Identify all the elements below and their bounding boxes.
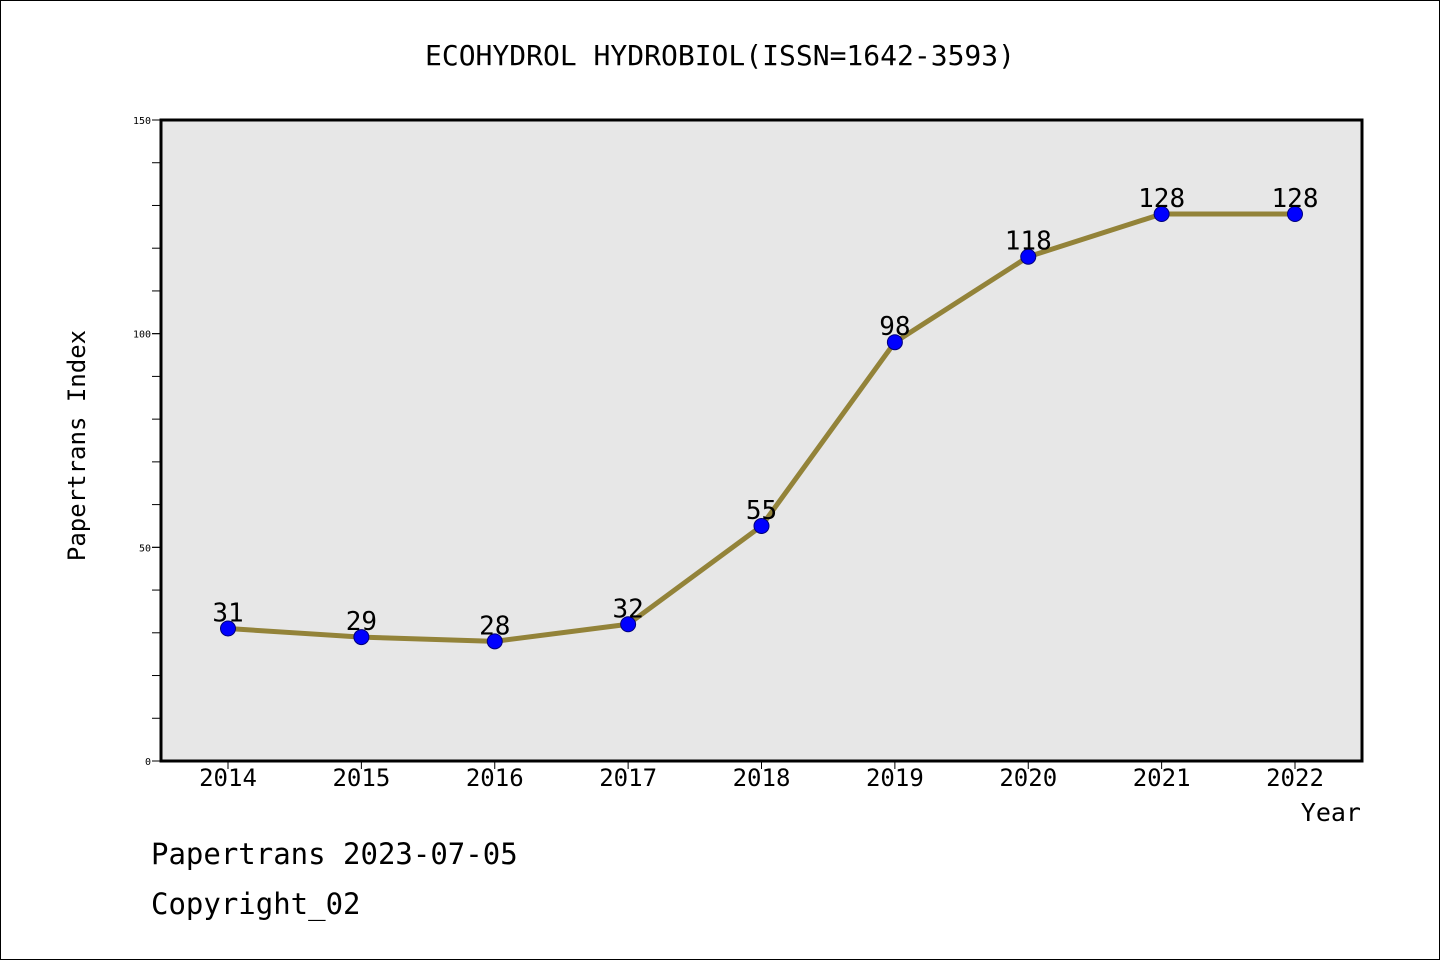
data-label: 128 bbox=[1138, 184, 1185, 214]
x-tick-label: 2021 bbox=[1133, 764, 1191, 792]
y-tick-label: 150 bbox=[133, 116, 151, 127]
data-point bbox=[753, 517, 770, 534]
plot-area bbox=[159, 118, 1364, 763]
footer-copyright: Copyright_02 bbox=[151, 887, 361, 921]
data-point bbox=[1287, 206, 1303, 223]
data-point bbox=[620, 616, 637, 633]
x-tick-label: 2015 bbox=[332, 764, 390, 792]
data-label: 31 bbox=[212, 599, 243, 629]
x-tick-label: 2019 bbox=[866, 764, 924, 792]
data-point bbox=[220, 620, 236, 637]
x-tick-label: 2022 bbox=[1266, 764, 1324, 792]
x-axis-ticks: 2014 2015 2016 2017 2018 2019 2020 2021 2022 bbox=[199, 761, 1324, 792]
x-tick-label: 2020 bbox=[999, 764, 1057, 792]
x-tick-label: 2017 bbox=[599, 764, 657, 792]
series-group: 31 29 28 32 55 98 118 128 128 bbox=[212, 184, 1319, 650]
chart-title: ECOHYDROL HYDROBIOL(ISSN=1642-3593) bbox=[424, 39, 1015, 72]
data-point bbox=[1153, 206, 1170, 223]
data-label: 118 bbox=[1005, 227, 1052, 257]
data-label: 98 bbox=[879, 312, 910, 342]
data-label: 128 bbox=[1272, 184, 1319, 214]
data-label: 32 bbox=[612, 594, 643, 624]
y-axis-ticks: 0 50 100 150 bbox=[133, 116, 161, 768]
data-point bbox=[486, 633, 503, 650]
y-tick-label: 100 bbox=[133, 330, 151, 341]
data-label: 55 bbox=[746, 496, 777, 526]
data-label: 28 bbox=[479, 611, 510, 641]
footer-date: Papertrans 2023-07-05 bbox=[151, 837, 518, 871]
x-tick-label: 2016 bbox=[466, 764, 524, 792]
x-axis-label: Year bbox=[1301, 798, 1361, 827]
data-point bbox=[1020, 248, 1037, 265]
x-tick-label: 2018 bbox=[733, 764, 791, 792]
data-point bbox=[886, 334, 903, 351]
y-tick-label: 50 bbox=[139, 543, 151, 554]
y-tick-label: 0 bbox=[145, 757, 151, 768]
x-tick-label: 2014 bbox=[199, 764, 257, 792]
data-label: 29 bbox=[346, 607, 377, 637]
y-axis-label: Papertrans Index bbox=[63, 330, 91, 561]
data-point bbox=[353, 629, 370, 646]
